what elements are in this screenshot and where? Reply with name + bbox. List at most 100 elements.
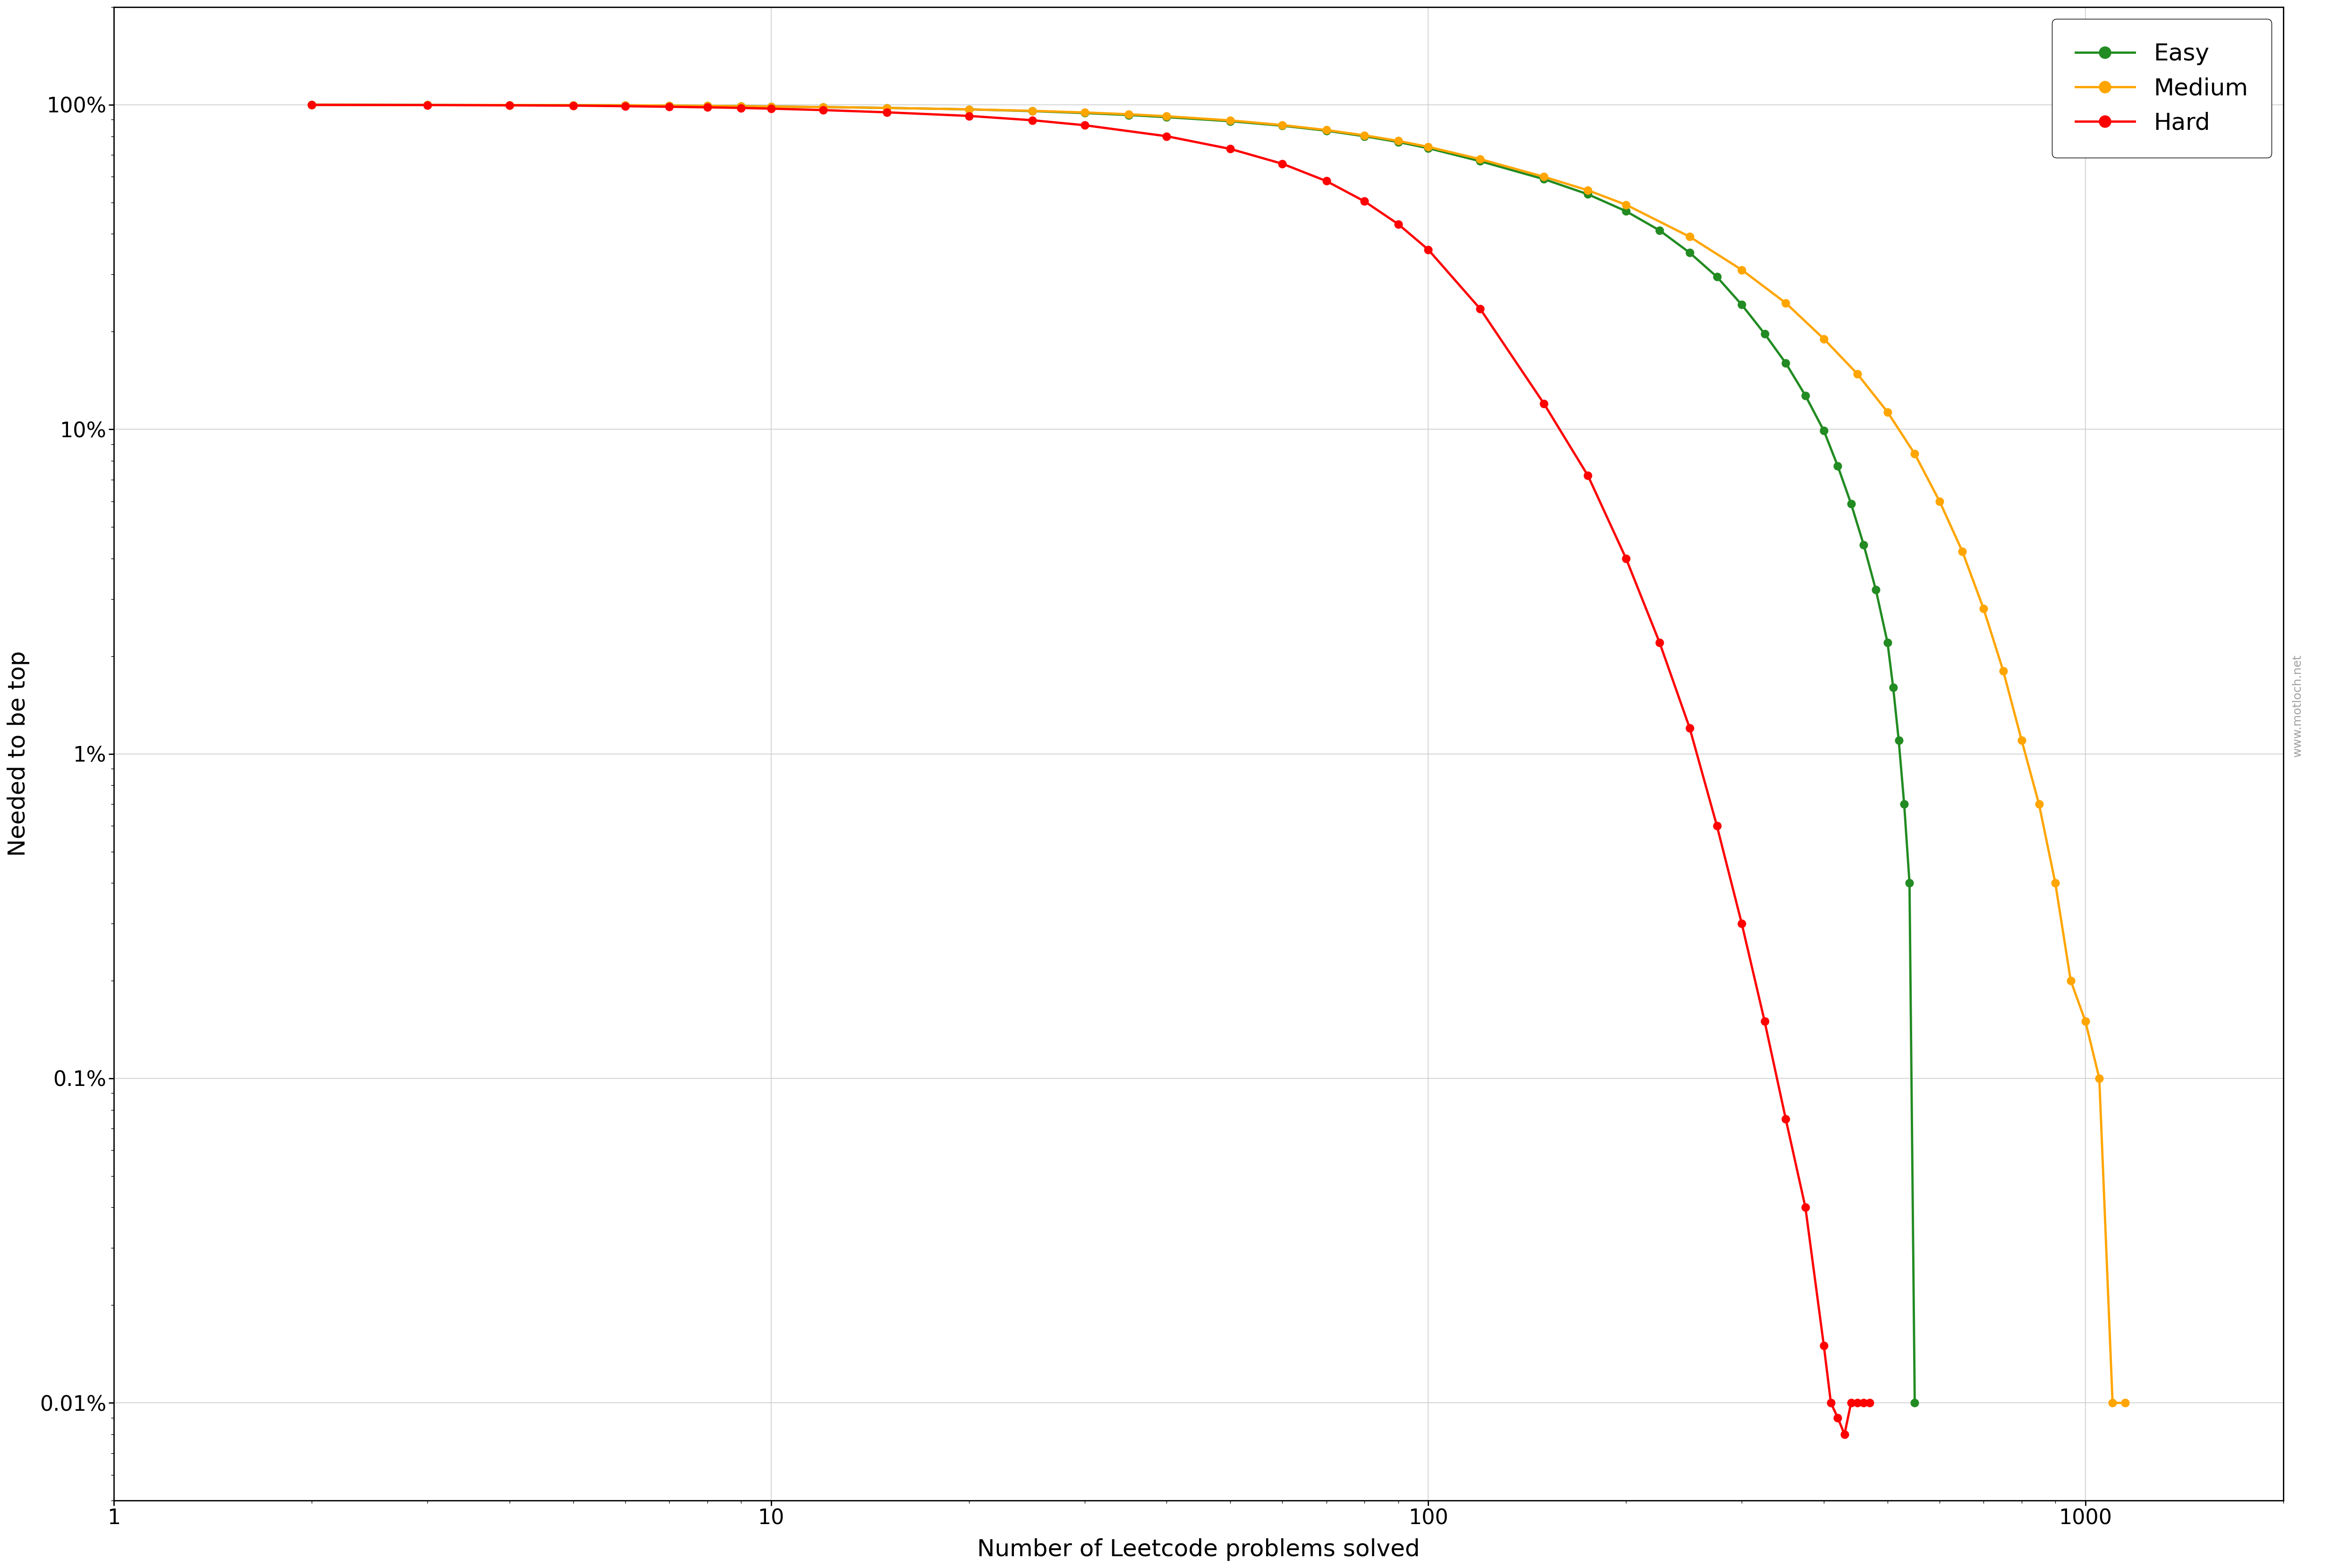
Hard — [1816, 1394, 1844, 1413]
Easy — [756, 97, 785, 116]
Hard — [871, 103, 900, 122]
Easy — [726, 97, 754, 116]
Medium — [1071, 103, 1099, 122]
Easy — [1574, 185, 1602, 204]
Medium — [1384, 132, 1412, 151]
Medium — [1217, 111, 1245, 130]
Easy — [1313, 121, 1341, 140]
Medium — [1990, 662, 2018, 681]
Hard — [1849, 1394, 1877, 1413]
Medium — [2025, 795, 2053, 814]
Medium — [2098, 1394, 2126, 1413]
Easy — [1823, 456, 1851, 475]
Hard — [756, 99, 785, 118]
Hard — [1727, 914, 1755, 933]
Easy — [693, 97, 721, 116]
Medium — [1947, 543, 1976, 561]
Hard — [1844, 1394, 1872, 1413]
Hard — [559, 96, 587, 114]
Hard — [1856, 1394, 1884, 1413]
Hard — [1647, 633, 1675, 652]
Medium — [2058, 971, 2086, 989]
Easy — [1466, 152, 1494, 171]
Easy — [1217, 111, 1245, 130]
Hard — [1217, 140, 1245, 158]
Hard — [1466, 299, 1494, 318]
Hard — [1384, 215, 1412, 234]
Medium — [298, 96, 327, 114]
Hard — [1792, 1198, 1820, 1217]
Easy — [298, 96, 327, 114]
Medium — [2008, 731, 2037, 750]
Hard — [1611, 549, 1640, 568]
Medium — [496, 96, 524, 114]
Medium — [1113, 105, 1142, 124]
Medium — [1466, 149, 1494, 168]
Hard — [1809, 1336, 1837, 1355]
Medium — [1875, 403, 1903, 422]
Hard — [1153, 127, 1182, 146]
Text: www.motloch.net: www.motloch.net — [2293, 654, 2302, 757]
Hard — [413, 96, 442, 114]
Hard — [808, 100, 836, 119]
Medium — [2041, 873, 2069, 892]
Medium — [1153, 107, 1182, 125]
Easy — [1268, 116, 1297, 135]
Line: Easy: Easy — [308, 100, 1919, 1406]
Medium — [726, 97, 754, 116]
Easy — [611, 96, 639, 114]
Easy — [1875, 633, 1903, 652]
Medium — [1611, 196, 1640, 215]
Medium — [1529, 168, 1557, 187]
Easy — [1113, 105, 1142, 124]
Medium — [1351, 125, 1379, 144]
Medium — [655, 96, 684, 114]
Hard — [1750, 1011, 1778, 1030]
Medium — [1574, 180, 1602, 199]
Hard — [1268, 154, 1297, 172]
Easy — [496, 96, 524, 114]
Easy — [1891, 795, 1919, 814]
Easy — [413, 96, 442, 114]
Easy — [1351, 127, 1379, 146]
Hard — [655, 97, 684, 116]
Medium — [871, 99, 900, 118]
Hard — [611, 97, 639, 116]
Hard — [1414, 240, 1442, 259]
Easy — [1863, 580, 1891, 599]
Easy — [1837, 494, 1865, 513]
Easy — [1727, 295, 1755, 314]
Easy — [1896, 873, 1924, 892]
Medium — [1900, 444, 1929, 463]
Line: Hard: Hard — [308, 100, 1875, 1438]
Medium — [2072, 1011, 2100, 1030]
Medium — [1019, 102, 1048, 121]
Hard — [1823, 1408, 1851, 1427]
Line: Medium: Medium — [308, 100, 2128, 1406]
Easy — [954, 100, 982, 119]
Medium — [1727, 260, 1755, 279]
Hard — [496, 96, 524, 114]
Hard — [1019, 111, 1048, 130]
Easy — [1384, 133, 1412, 152]
Easy — [1792, 386, 1820, 405]
Medium — [1809, 329, 1837, 348]
Easy — [871, 99, 900, 118]
Medium — [1844, 365, 1872, 384]
Hard — [726, 99, 754, 118]
Easy — [1884, 731, 1912, 750]
Medium — [1414, 138, 1442, 157]
Easy — [1647, 221, 1675, 240]
Easy — [1703, 268, 1731, 287]
Hard — [954, 107, 982, 125]
Medium — [1313, 121, 1341, 140]
Easy — [1153, 108, 1182, 127]
Hard — [1529, 394, 1557, 412]
Easy — [1611, 202, 1640, 221]
Easy — [1414, 138, 1442, 157]
Hard — [1830, 1425, 1858, 1444]
Medium — [808, 97, 836, 116]
Hard — [1837, 1394, 1865, 1413]
Easy — [559, 96, 587, 114]
Medium — [1675, 227, 1703, 246]
